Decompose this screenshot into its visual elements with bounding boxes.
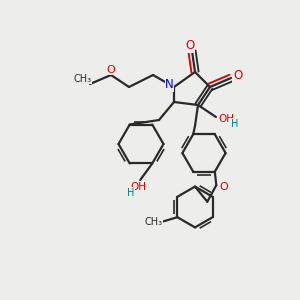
Text: O: O <box>233 69 242 82</box>
Text: O: O <box>219 182 228 192</box>
Text: H: H <box>127 188 135 198</box>
Text: CH₃: CH₃ <box>74 74 92 84</box>
Text: O: O <box>106 65 116 75</box>
Text: H: H <box>231 118 238 129</box>
Text: O: O <box>185 39 194 52</box>
Text: OH: OH <box>131 182 147 192</box>
Text: CH₃: CH₃ <box>145 217 163 227</box>
Text: OH: OH <box>218 113 235 124</box>
Text: N: N <box>165 78 174 92</box>
